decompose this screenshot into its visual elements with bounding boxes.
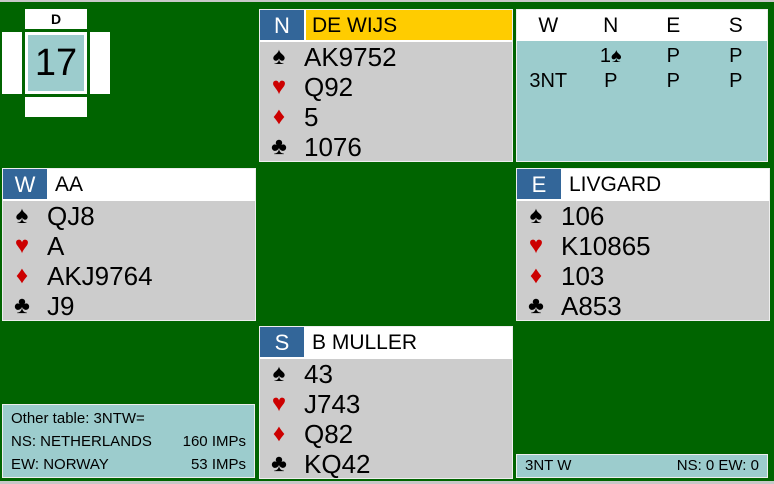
- club-icon: ♣: [271, 133, 287, 160]
- suit-row-hearts: ♥ Q92: [260, 72, 512, 102]
- cards-hearts: J743: [304, 388, 361, 419]
- seat-label: S: [260, 327, 306, 357]
- cards-spades: 106: [561, 200, 605, 231]
- suit-row-hearts: ♥ J743: [260, 389, 512, 419]
- bid: 3NT: [529, 70, 568, 92]
- spade-icon: ♠: [272, 43, 286, 70]
- suit-row-diamonds: ♦ 103: [517, 261, 769, 291]
- bid: P: [666, 70, 680, 92]
- diamond-icon: ♦: [272, 103, 286, 130]
- hand-header: N DE WIJS: [260, 10, 512, 42]
- diamond-icon: ♦: [15, 262, 29, 289]
- player-name: LIVGARD: [563, 169, 769, 199]
- suit-row-clubs: ♣ 1076: [260, 132, 512, 162]
- cards-diamonds: AKJ9764: [47, 260, 153, 291]
- spade-icon: ♠: [529, 202, 543, 229]
- cards-hearts: Q92: [304, 71, 354, 102]
- match-info: Other table: 3NTW= NS: NETHERLANDS 160 IM…: [2, 404, 255, 478]
- bid: P: [729, 70, 743, 92]
- cards-spades: AK9752: [304, 41, 397, 72]
- spade-icon: ♠: [272, 360, 286, 387]
- hand-west: W AA ♠ QJ8 ♥ A ♦ AKJ9764 ♣ J9: [2, 168, 256, 321]
- bid: 1♠: [599, 45, 622, 67]
- suit-row-spades: ♠ 43: [260, 359, 512, 389]
- contract: 3NT W: [525, 457, 572, 474]
- cards-clubs: 1076: [304, 131, 362, 162]
- other-table-result: Other table: 3NTW=: [11, 410, 145, 427]
- ns-team: NS: NETHERLANDS: [11, 433, 152, 450]
- ns-imps: 160 IMPs: [182, 433, 246, 450]
- board-frame-east: [90, 32, 110, 94]
- diamond-icon: ♦: [272, 420, 286, 447]
- bid: P: [604, 70, 618, 92]
- bidding-header-w: W: [538, 14, 559, 37]
- dealer-indicator-north: D: [25, 9, 87, 29]
- cards-hearts: A: [47, 230, 65, 261]
- suit-row-diamonds: ♦ Q82: [260, 419, 512, 449]
- cards-spades: QJ8: [47, 200, 95, 231]
- player-name: B MULLER: [306, 327, 512, 357]
- player-name: AA: [49, 169, 255, 199]
- hand-header: E LIVGARD: [517, 169, 769, 201]
- suit-row-diamonds: ♦ 5: [260, 102, 512, 132]
- bidding-row: 1♠ P P: [517, 44, 767, 69]
- result-bar: 3NT W NS: 0 EW: 0: [516, 454, 768, 478]
- heart-icon: ♥: [271, 73, 287, 100]
- heart-icon: ♥: [271, 390, 287, 417]
- bid: [517, 44, 580, 69]
- club-icon: ♣: [271, 450, 287, 477]
- cards-clubs: A853: [561, 290, 622, 321]
- heart-icon: ♥: [14, 232, 30, 259]
- hand-header: W AA: [3, 169, 255, 201]
- cards-hearts: K10865: [561, 230, 651, 261]
- cards-clubs: KQ42: [304, 448, 371, 479]
- suit-row-diamonds: ♦ AKJ9764: [3, 261, 255, 291]
- suit-row-spades: ♠ 106: [517, 201, 769, 231]
- bidding-row: 3NT P P P: [517, 69, 767, 94]
- cards-clubs: J9: [47, 290, 75, 321]
- spade-icon: ♠: [15, 202, 29, 229]
- club-icon: ♣: [528, 292, 544, 319]
- club-icon: ♣: [14, 292, 30, 319]
- bid: P: [666, 45, 680, 67]
- diamond-icon: ♦: [529, 262, 543, 289]
- suit-row-hearts: ♥ K10865: [517, 231, 769, 261]
- suit-row-spades: ♠ QJ8: [3, 201, 255, 231]
- hand-east: E LIVGARD ♠ 106 ♥ K10865 ♦ 103 ♣ A853: [516, 168, 770, 321]
- board-frame: 17: [25, 32, 87, 94]
- seat-label: N: [260, 10, 306, 40]
- heart-icon: ♥: [528, 232, 544, 259]
- seat-label: E: [517, 169, 563, 199]
- ew-team: EW: NORWAY: [11, 456, 109, 473]
- bid: P: [729, 45, 743, 67]
- cards-spades: 43: [304, 358, 333, 389]
- suit-row-clubs: ♣ KQ42: [260, 449, 512, 479]
- suit-row-spades: ♠ AK9752: [260, 42, 512, 72]
- bidding-header-e: E: [666, 14, 681, 37]
- cards-diamonds: 5: [304, 101, 319, 132]
- bidding-header-s: S: [728, 14, 743, 37]
- seat-label: W: [3, 169, 49, 199]
- cards-diamonds: Q82: [304, 418, 354, 449]
- board-number: 17: [28, 35, 84, 91]
- suit-row-hearts: ♥ A: [3, 231, 255, 261]
- ew-imps: 53 IMPs: [190, 456, 246, 473]
- hand-north: N DE WIJS ♠ AK9752 ♥ Q92 ♦ 5 ♣ 1076: [259, 9, 513, 162]
- suit-row-clubs: ♣ A853: [517, 291, 769, 321]
- suit-row-clubs: ♣ J9: [3, 291, 255, 321]
- player-name: DE WIJS: [306, 10, 512, 40]
- board-frame-west: [2, 32, 22, 94]
- score: NS: 0 EW: 0: [676, 457, 759, 474]
- board-frame-south: [25, 97, 87, 117]
- cards-diamonds: 103: [561, 260, 605, 291]
- bidding-header-n: N: [603, 14, 619, 37]
